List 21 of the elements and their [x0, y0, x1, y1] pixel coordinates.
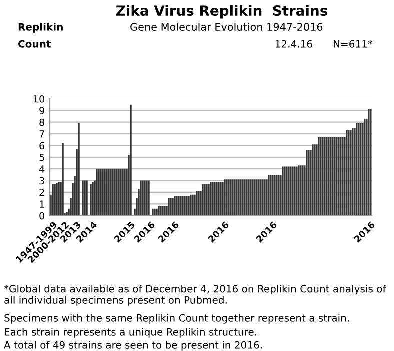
- y-tick-label: 3: [40, 177, 44, 185]
- y-tick-label: 7: [40, 130, 44, 138]
- text: Each strain represents a unique Replikin structure.: [4, 328, 256, 338]
- y-tick-label: 9: [40, 107, 44, 114]
- y-tick-label: 2: [40, 188, 44, 196]
- y-tick-label: 4: [39, 166, 45, 173]
- text: N=611*: [334, 40, 373, 48]
- chart-title: Zika Virus Replikin Strains: [116, 5, 328, 19]
- text: 12.4.16: [276, 40, 312, 48]
- y-tick-label: 1: [40, 200, 44, 208]
- text: A total of 49 strains are seen to be present in 2016.: [4, 341, 262, 351]
- text: Replikin: [18, 23, 63, 33]
- y-tick-label: 0: [40, 212, 45, 220]
- y-tick-label: 8: [40, 118, 45, 126]
- text: Count: [18, 40, 51, 48]
- text: Specimens with the same Replikin Count together represent a strain.: [4, 314, 350, 324]
- y-tick-label: 6: [40, 142, 45, 150]
- text: *Global data available as of December 4, 2016 on Replikin Count analysis of all individual specimens present on Pubmed.: [4, 285, 386, 306]
- y-tick-label: 5: [40, 154, 44, 162]
- chart-subtitle: Gene Molecular Evolution 1947-2016: [130, 22, 323, 32]
- y-tick-label: 10: [34, 95, 45, 103]
